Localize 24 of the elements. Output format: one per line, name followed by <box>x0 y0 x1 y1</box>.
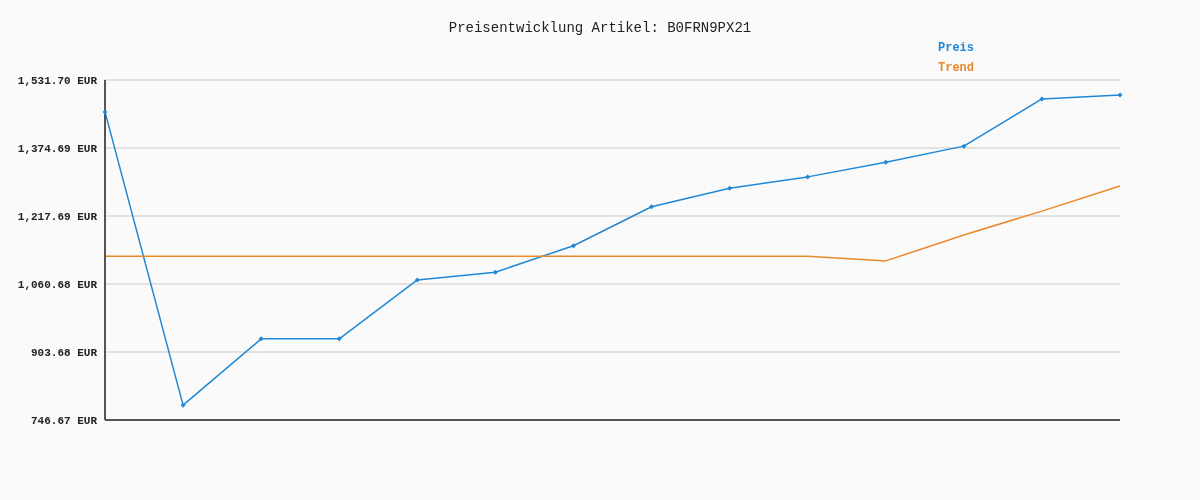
point <box>258 336 264 342</box>
point <box>1117 92 1123 98</box>
point <box>961 143 967 149</box>
point <box>414 277 420 283</box>
point <box>1039 96 1045 102</box>
y-tick-label: 1,531.70 EUR <box>17 74 98 87</box>
y-tick-label: 1,217.69 EUR <box>17 210 98 223</box>
y-tick-label: 746.67 EUR <box>30 414 98 427</box>
point <box>649 204 655 210</box>
y-tick-label: 1,060.68 EUR <box>17 278 98 291</box>
point <box>570 243 576 249</box>
line-series <box>104 185 1121 262</box>
y-tick-label: 1,374.69 EUR <box>17 142 98 155</box>
point <box>336 336 342 342</box>
point <box>805 174 811 180</box>
point <box>492 269 498 275</box>
point <box>180 402 186 408</box>
y-tick-label: 903.68 EUR <box>30 346 98 359</box>
text: Trend <box>938 60 975 77</box>
chart-title: Preisentwicklung Artikel: B0FRN9PX21 <box>447 20 753 36</box>
point <box>883 159 889 165</box>
text: Preis <box>938 40 975 57</box>
point <box>727 185 733 191</box>
point <box>102 109 108 115</box>
